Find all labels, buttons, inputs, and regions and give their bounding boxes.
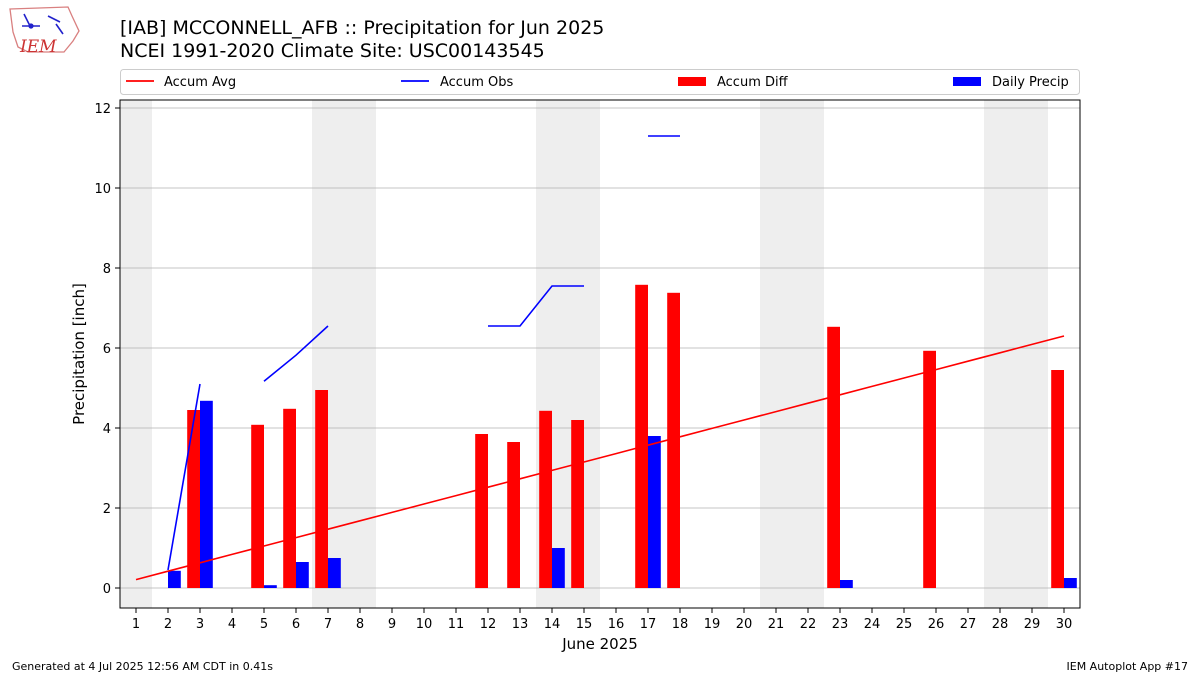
ytick-label-12: 12 <box>94 102 111 117</box>
bar-accum-diff-day-23 <box>827 326 840 588</box>
bar-daily-precip-day-23 <box>840 580 853 588</box>
footer-app: IEM Autoplot App #17 <box>1067 660 1189 673</box>
bar-accum-diff-day-26 <box>923 350 936 588</box>
xtick-label-28: 28 <box>992 617 1009 632</box>
xtick-label-22: 22 <box>800 617 817 632</box>
xtick-label-3: 3 <box>196 617 204 632</box>
iowa-outline-icon <box>9 6 80 53</box>
line-accum-obs-segment-3 <box>488 285 584 327</box>
x-axis-label: June 2025 <box>561 635 638 653</box>
legend: Accum Avg Accum Obs Accum Diff Daily Pre… <box>120 69 1080 95</box>
bar-accum-diff-day-7 <box>315 390 328 588</box>
legend-frame <box>120 69 1080 95</box>
bar-daily-precip-day-2 <box>168 570 181 588</box>
xtick-label-20: 20 <box>736 617 753 632</box>
bar-accum-diff-day-3 <box>187 410 200 588</box>
xtick-label-9: 9 <box>388 617 396 632</box>
bar-daily-precip-day-14 <box>552 548 565 588</box>
bar-daily-precip-day-3 <box>200 400 213 588</box>
legend-label-accum-avg: Accum Avg <box>164 75 236 90</box>
xtick-label-5: 5 <box>260 617 268 632</box>
ytick-label-6: 6 <box>103 342 111 357</box>
bar-accum-diff-day-6 <box>283 408 296 588</box>
xtick-label-6: 6 <box>292 617 300 632</box>
xtick-label-30: 30 <box>1056 617 1073 632</box>
line-accum-obs-segment-1 <box>167 383 201 571</box>
y-ticks: 0 2 4 6 8 10 12 <box>94 102 120 597</box>
legend-label-daily-precip: Daily Precip <box>992 75 1069 90</box>
iem-logo: IEM <box>9 6 80 57</box>
bar-daily-precip-day-5 <box>264 585 277 588</box>
y-axis-label: Precipitation [inch] <box>70 283 88 425</box>
xtick-label-19: 19 <box>704 617 721 632</box>
line-accum-avg <box>135 335 1065 581</box>
wind-barb-icon <box>22 13 64 35</box>
xtick-label-7: 7 <box>324 617 332 632</box>
xtick-label-12: 12 <box>480 617 497 632</box>
lines <box>135 135 1065 581</box>
xtick-label-21: 21 <box>768 617 785 632</box>
bar-daily-precip-day-17 <box>648 436 661 588</box>
footer-generated: Generated at 4 Jul 2025 12:56 AM CDT in … <box>12 660 273 673</box>
legend-label-accum-diff: Accum Diff <box>717 75 789 90</box>
bar-accum-diff-day-13 <box>507 442 520 588</box>
xtick-label-4: 4 <box>228 617 236 632</box>
ytick-label-0: 0 <box>103 582 111 597</box>
ytick-label-8: 8 <box>103 262 111 277</box>
weekend-shading <box>120 100 1048 608</box>
legend-label-accum-obs: Accum Obs <box>440 75 513 90</box>
logo-text: IEM <box>19 37 57 57</box>
xtick-label-2: 2 <box>164 617 172 632</box>
legend-swatch-accum-diff <box>678 77 706 86</box>
bar-accum-diff-day-17 <box>635 284 648 588</box>
chart-title: [IAB] MCCONNELL_AFB :: Precipitation for… <box>120 17 604 39</box>
xtick-label-8: 8 <box>356 617 364 632</box>
xtick-label-26: 26 <box>928 617 945 632</box>
bar-accum-diff-day-15 <box>571 420 584 588</box>
weekend-band-1 <box>120 100 152 608</box>
xtick-label-16: 16 <box>608 617 625 632</box>
station-dot-icon <box>28 23 34 29</box>
bar-accum-diff-day-5 <box>251 424 264 588</box>
bar-daily-precip-day-6 <box>296 562 309 588</box>
xtick-label-15: 15 <box>576 617 593 632</box>
xtick-label-13: 13 <box>512 617 529 632</box>
ytick-label-10: 10 <box>94 182 111 197</box>
xtick-label-18: 18 <box>672 617 689 632</box>
plot-frame <box>119 99 1081 609</box>
xtick-label-17: 17 <box>640 617 657 632</box>
bar-accum-diff-day-18 <box>667 292 680 588</box>
xtick-label-10: 10 <box>416 617 433 632</box>
ytick-label-4: 4 <box>103 422 111 437</box>
bars <box>168 284 1077 588</box>
gridlines <box>120 107 1080 589</box>
xtick-label-1: 1 <box>132 617 140 632</box>
chart-subtitle: NCEI 1991-2020 Climate Site: USC00143545 <box>120 40 545 62</box>
xtick-label-24: 24 <box>864 617 881 632</box>
line-accum-obs-segment-2 <box>263 325 329 382</box>
bar-accum-diff-day-12 <box>475 434 488 588</box>
x-ticks: 1 2 3 4 5 6 7 8 9 10 11 12 13 14 15 16 17 18 19 20 21 22 23 24 2… <box>132 608 1072 632</box>
bar-accum-diff-day-30 <box>1051 370 1064 588</box>
xtick-label-11: 11 <box>448 617 465 632</box>
xtick-label-25: 25 <box>896 617 913 632</box>
bar-daily-precip-day-30 <box>1064 578 1077 588</box>
weekend-band-4 <box>760 100 824 608</box>
xtick-label-29: 29 <box>1024 617 1041 632</box>
xtick-label-27: 27 <box>960 617 977 632</box>
ytick-label-2: 2 <box>103 502 111 517</box>
xtick-label-14: 14 <box>544 617 561 632</box>
bar-daily-precip-day-7 <box>328 558 341 588</box>
bar-accum-diff-day-14 <box>539 410 552 588</box>
xtick-label-23: 23 <box>832 617 849 632</box>
legend-swatch-daily-precip <box>953 77 981 86</box>
